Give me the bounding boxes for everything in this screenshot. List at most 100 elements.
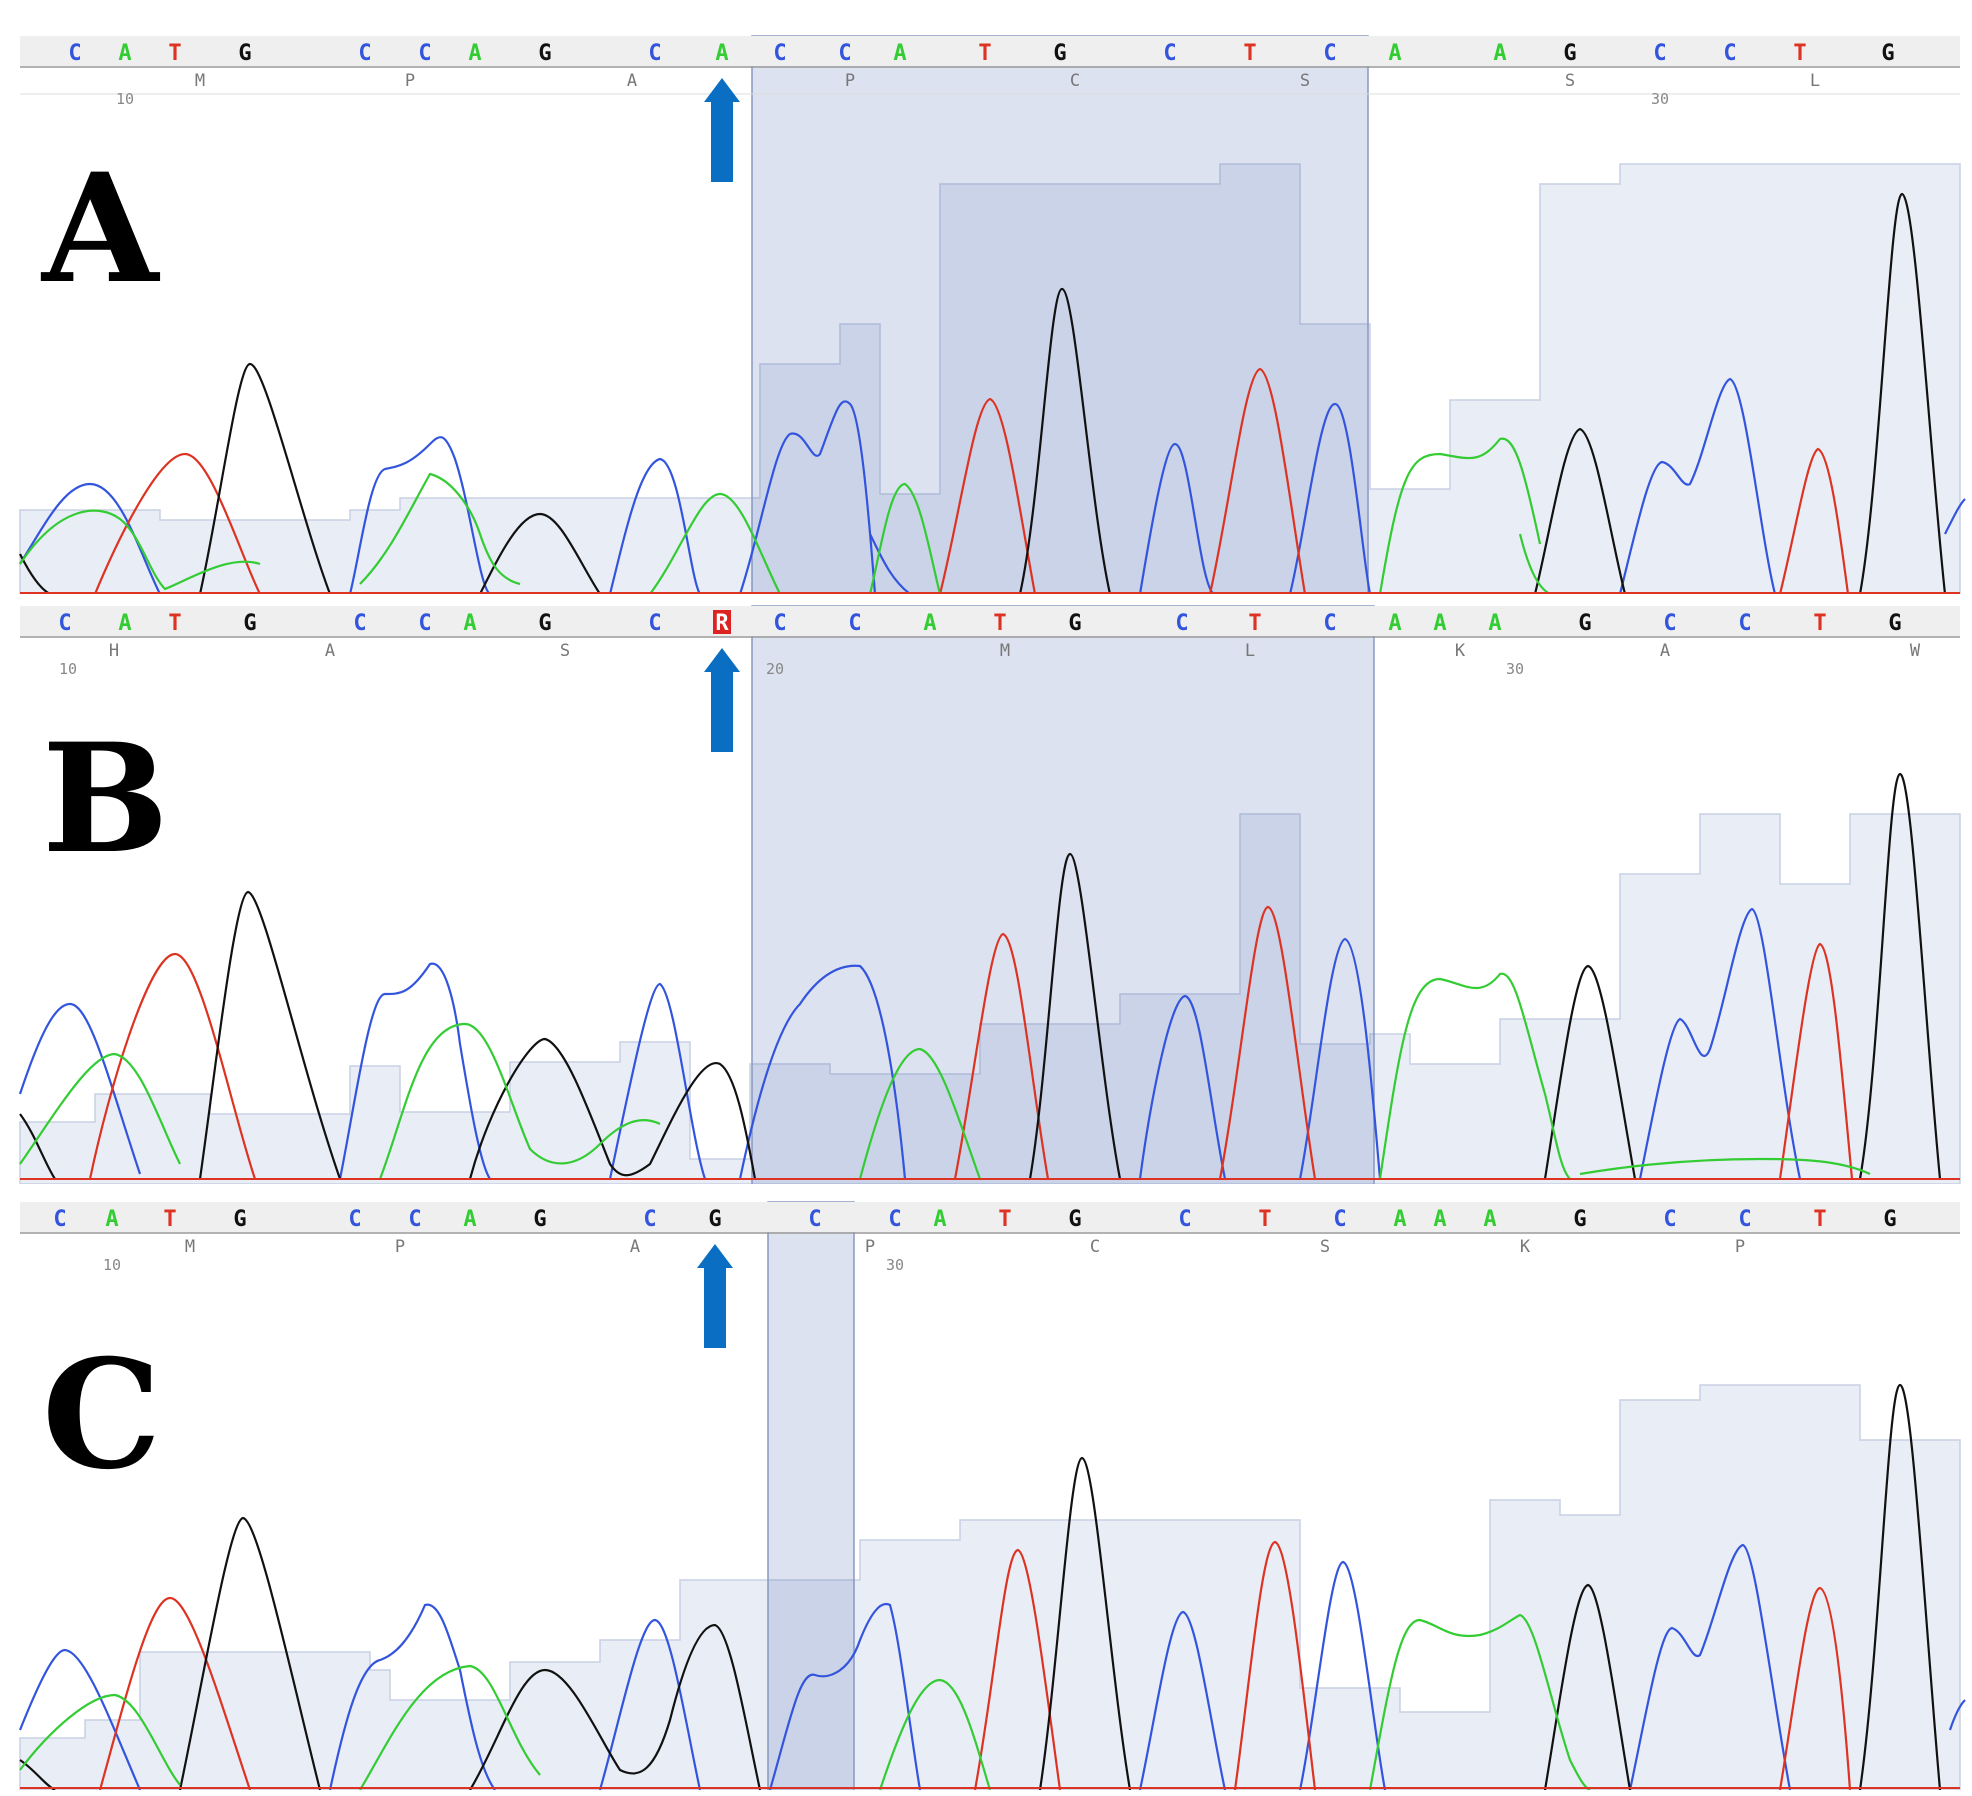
base-call: G: [1053, 41, 1066, 66]
base-call: G: [1578, 611, 1591, 636]
trace-a-c: [19, 1613, 1591, 1790]
trace-g-b: [19, 772, 1942, 1180]
base-call: A: [715, 41, 728, 66]
base-call: C: [1663, 1207, 1676, 1232]
base-call: C: [1323, 41, 1336, 66]
highlight-region-b: [751, 605, 1375, 1184]
trace-c-c: [18, 1543, 1966, 1790]
mutation-arrow-icon: [704, 648, 740, 752]
amino-acid: A: [627, 71, 637, 91]
base-call: C: [58, 611, 71, 636]
amino-acid: P: [1735, 1237, 1745, 1257]
amino-acid: L: [1245, 641, 1255, 661]
amino-acid: P: [845, 71, 855, 91]
trace-g-a: [19, 192, 1947, 594]
base-call: C: [353, 611, 366, 636]
base-call: C: [1723, 41, 1736, 66]
base-call: G: [1068, 1207, 1081, 1232]
base-call: C: [418, 611, 431, 636]
base-call: A: [1433, 611, 1446, 636]
mutation-arrow-icon: [697, 1244, 733, 1348]
base-call: A: [933, 1207, 946, 1232]
amino-acid: A: [630, 1237, 640, 1257]
base-call: T: [1813, 1207, 1826, 1232]
arrow-b: [704, 648, 740, 752]
base-call: G: [708, 1207, 721, 1232]
base-call: G: [1881, 41, 1894, 66]
base-call: C: [773, 41, 786, 66]
amino-acid: M: [195, 71, 205, 91]
base-call: C: [1653, 41, 1666, 66]
amino-acid: H: [109, 641, 119, 661]
base-call: C: [643, 1207, 656, 1232]
base-call: C: [358, 41, 371, 66]
ambiguous-base-marker: [713, 610, 731, 634]
trace-a-b: [19, 972, 1871, 1180]
base-call: T: [978, 41, 991, 66]
position-label: 30: [1506, 660, 1524, 678]
base-call: C: [408, 1207, 421, 1232]
position-label: 10: [59, 660, 77, 678]
base-call: A: [1388, 41, 1401, 66]
sequence-bar-a: [20, 36, 1960, 95]
base-call: A: [893, 41, 906, 66]
arrow-c: [697, 1244, 733, 1348]
base-call: C: [838, 41, 851, 66]
amino-acid: S: [1300, 71, 1310, 91]
base-call: C: [418, 41, 431, 66]
positions-c: 10 30: [103, 1256, 904, 1274]
quality-bars-b: [19, 813, 1961, 1184]
base-call: G: [538, 611, 551, 636]
trace-g-c: [19, 1383, 1942, 1790]
amino-acid: S: [560, 641, 570, 661]
trace-t-c: [98, 1540, 1852, 1790]
sequence-bar-c: [20, 1202, 1960, 1234]
traces-c: [18, 1383, 1966, 1790]
amino-acid: K: [1455, 641, 1466, 661]
base-call: C: [888, 1207, 901, 1232]
base-call: G: [1573, 1207, 1586, 1232]
amino-acid: A: [1660, 641, 1670, 661]
panel-label-c: C: [42, 1327, 162, 1503]
base-call: A: [1393, 1207, 1406, 1232]
base-call: C: [648, 611, 661, 636]
position-label: 10: [103, 1256, 121, 1274]
base-call: C: [648, 41, 661, 66]
base-call: T: [1813, 611, 1826, 636]
base-call: C: [808, 1207, 821, 1232]
quality-bars-c: [19, 1384, 1961, 1790]
amino-acid: K: [1520, 1237, 1531, 1257]
base-call: A: [468, 41, 481, 66]
amino-acid: P: [405, 71, 415, 91]
base-call: A: [105, 1207, 118, 1232]
base-call: T: [1243, 41, 1256, 66]
base-call: A: [1388, 611, 1401, 636]
base-call: A: [118, 41, 131, 66]
base-call: C: [1333, 1207, 1346, 1232]
panel-label-a: A: [42, 141, 159, 317]
base-call: C: [773, 611, 786, 636]
base-call: G: [538, 41, 551, 66]
base-call: A: [1483, 1207, 1496, 1232]
positions-b: 10 20 30: [59, 660, 1524, 678]
base-call: C: [1323, 611, 1336, 636]
quality-bars-a: [19, 163, 1961, 594]
position-label: 10: [116, 90, 134, 108]
base-call: C: [848, 611, 861, 636]
base-call: A: [463, 611, 476, 636]
base-call: T: [1258, 1207, 1271, 1232]
amino-acid: L: [1810, 71, 1820, 91]
amino-acid: P: [865, 1237, 875, 1257]
base-call: G: [1883, 1207, 1896, 1232]
base-call: T: [1793, 41, 1806, 66]
amino-acid: S: [1320, 1237, 1330, 1257]
amino-acid: M: [185, 1237, 195, 1257]
base-call: G: [1068, 611, 1081, 636]
base-call: T: [168, 41, 181, 66]
